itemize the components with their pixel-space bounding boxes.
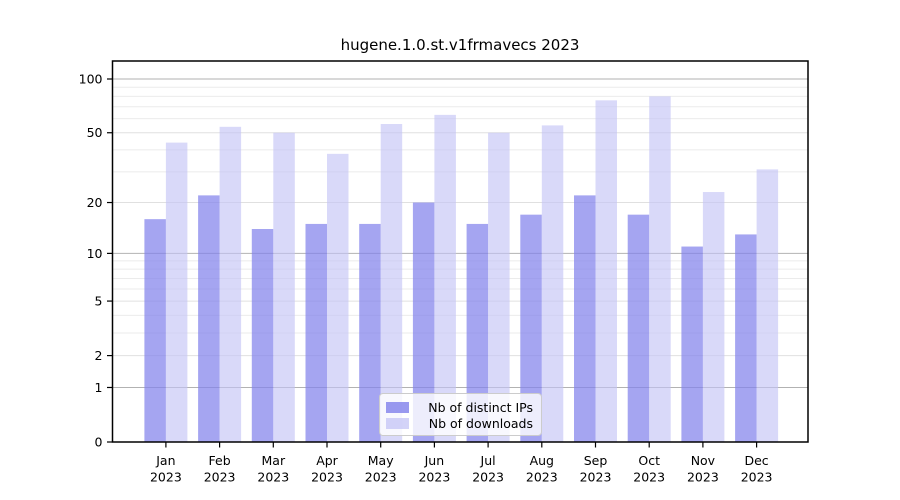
legend-item-distinct-ips: Nb of distinct IPs xyxy=(386,399,533,415)
x-tick-label-month: Dec xyxy=(744,453,768,468)
x-tick-label-year: 2023 xyxy=(472,470,504,485)
legend-swatch-downloads-icon xyxy=(386,417,409,429)
bar-distinct-ips-may xyxy=(359,223,381,442)
x-tick-label-year: 2023 xyxy=(150,470,182,485)
x-tick-label-year: 2023 xyxy=(257,470,289,485)
bar-distinct-ips-jan xyxy=(144,219,166,442)
plot-border xyxy=(111,60,809,443)
bar-downloads-aug xyxy=(541,125,564,442)
bar-downloads-dec xyxy=(756,169,779,442)
x-tick-label-year: 2023 xyxy=(311,470,343,485)
x-tick-label-year: 2023 xyxy=(633,470,665,485)
y-tick-label: 20 xyxy=(87,195,103,210)
y-tick-label: 5 xyxy=(95,294,103,309)
bar-downloads-mar xyxy=(273,132,295,443)
bar-distinct-ips-dec xyxy=(735,234,757,442)
x-tick-label-year: 2023 xyxy=(365,470,397,485)
bar-distinct-ips-mar xyxy=(251,228,274,442)
x-tick-label-month: Feb xyxy=(209,453,231,468)
bar-distinct-ips-jun xyxy=(412,202,435,442)
bar-distinct-ips-aug xyxy=(520,214,542,442)
bar-distinct-ips-nov xyxy=(681,246,703,442)
bar-downloads-nov xyxy=(702,192,725,442)
x-tick-label-month: Oct xyxy=(638,453,660,468)
legend-label-distinct-ips: Nb of distinct IPs xyxy=(428,399,533,415)
bar-downloads-jun xyxy=(434,114,456,442)
x-tick-label-month: Mar xyxy=(262,453,286,468)
x-tick-label-month: Jun xyxy=(424,453,445,468)
x-tick-label-month: Apr xyxy=(316,453,338,468)
x-tick-label-year: 2023 xyxy=(418,470,450,485)
x-tick-label-year: 2023 xyxy=(687,470,719,485)
legend: Nb of distinct IPs Nb of downloads xyxy=(379,393,542,436)
legend-label-downloads: Nb of downloads xyxy=(428,415,533,431)
bar-distinct-ips-jul xyxy=(466,223,489,442)
y-tick-label: 0 xyxy=(95,435,103,450)
bar-distinct-ips-feb xyxy=(198,195,220,442)
x-tick-label-month: Jan xyxy=(155,453,175,468)
x-tick-label-month: May xyxy=(368,453,394,468)
bar-downloads-oct xyxy=(649,96,671,442)
x-tick-label-year: 2023 xyxy=(526,470,558,485)
y-tick-label: 1 xyxy=(95,380,103,395)
x-tick-label-month: Nov xyxy=(691,453,716,468)
bar-downloads-apr xyxy=(327,153,349,442)
x-tick-label-year: 2023 xyxy=(580,470,612,485)
bar-downloads-feb xyxy=(219,126,242,442)
x-tick-label-month: Jul xyxy=(480,453,496,468)
legend-swatch-distinct-ips-icon xyxy=(386,401,409,413)
x-tick-label-month: Aug xyxy=(530,453,554,468)
bar-downloads-sep xyxy=(595,100,617,443)
y-tick-label: 2 xyxy=(95,348,103,363)
bar-downloads-jan xyxy=(165,142,188,442)
bar-distinct-ips-apr xyxy=(305,223,327,442)
bar-distinct-ips-oct xyxy=(627,214,650,442)
bar-downloads-may xyxy=(380,123,403,442)
y-tick-label: 100 xyxy=(79,72,103,87)
chart-title: hugene.1.0.st.v1frmavecs 2023 xyxy=(340,36,580,54)
bar-downloads-jul xyxy=(488,132,510,443)
bar-distinct-ips-sep xyxy=(574,195,596,442)
y-tick-label: 10 xyxy=(87,246,103,261)
x-tick-label-year: 2023 xyxy=(204,470,236,485)
legend-item-downloads: Nb of downloads xyxy=(386,415,533,431)
x-tick-label-year: 2023 xyxy=(741,470,773,485)
y-tick-label: 50 xyxy=(87,125,103,140)
x-tick-label-month: Sep xyxy=(584,453,608,468)
